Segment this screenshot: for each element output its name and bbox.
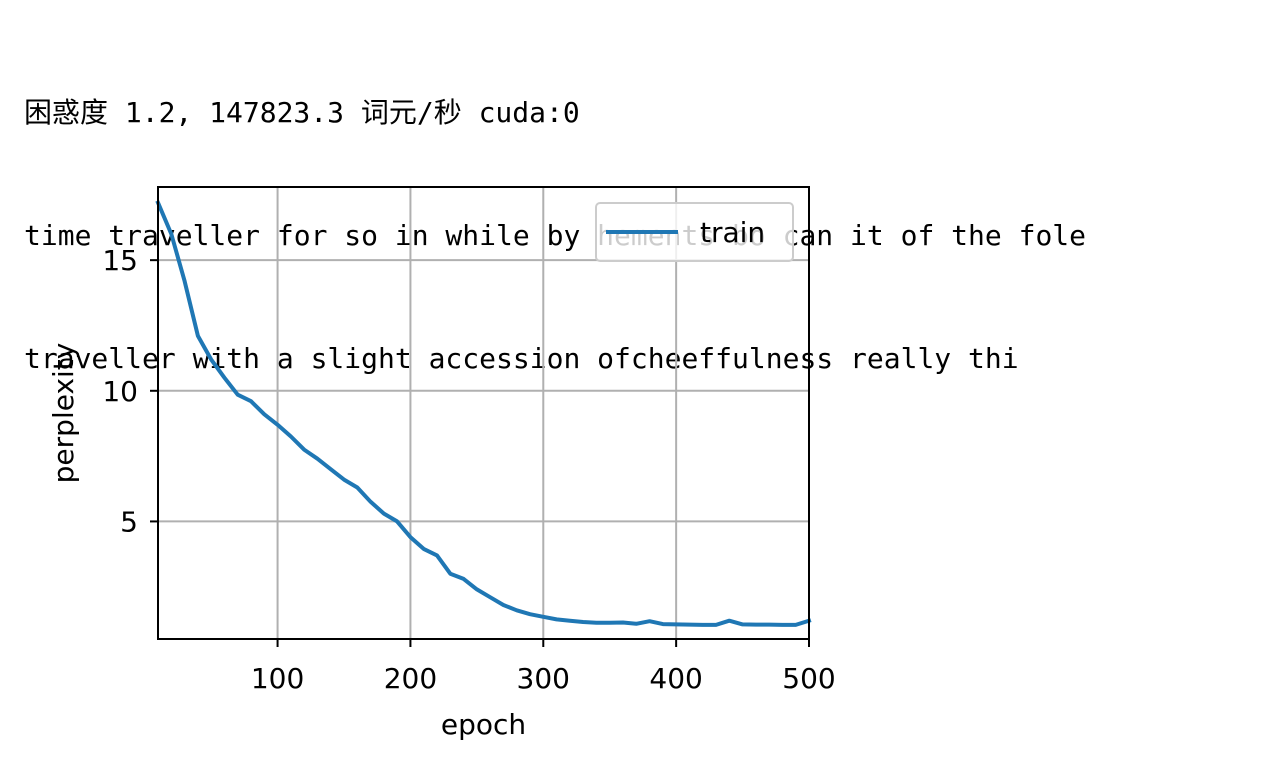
perplexity-status-line: 困惑度 1.2, 147823.3 词元/秒 cuda:0 — [24, 96, 580, 129]
series-layer — [155, 200, 812, 627]
series-line-train — [155, 200, 812, 627]
x-tick-label: 300 — [517, 662, 570, 695]
x-tick-label: 100 — [251, 662, 304, 695]
x-tick-label: 400 — [649, 662, 702, 695]
legend-box — [595, 202, 794, 262]
y-tick-label: 10 — [102, 375, 138, 408]
legend-label-train: train — [700, 216, 765, 249]
axis-ticks: 100 200 300 400 500 5 10 15 — [102, 244, 835, 695]
plot-frame — [157, 186, 810, 640]
x-tick-label: 200 — [384, 662, 437, 695]
y-axis-label: perplexity — [47, 343, 80, 484]
y-tick-label: 15 — [102, 244, 138, 277]
y-tick-label: 5 — [120, 505, 138, 538]
x-axis-label: epoch — [441, 708, 526, 741]
x-tick-label: 500 — [782, 662, 835, 695]
legend: train — [595, 202, 794, 262]
